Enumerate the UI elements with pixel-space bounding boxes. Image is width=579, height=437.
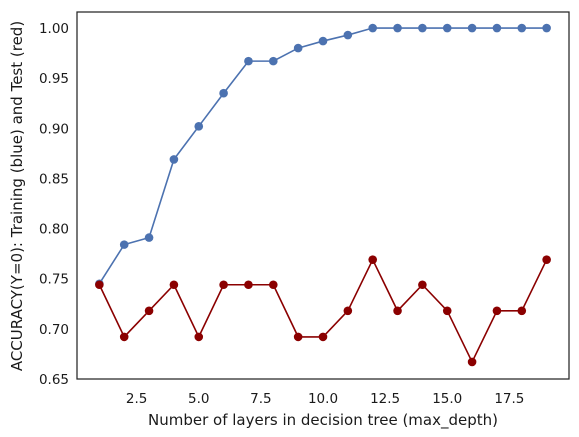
- data-point-1-14: [442, 306, 452, 316]
- data-point-0-3: [169, 155, 179, 164]
- data-point-1-0: [95, 280, 104, 290]
- x-tick-label: 10.0: [308, 391, 338, 407]
- data-point-0-14: [442, 23, 452, 33]
- data-point-0-13: [418, 23, 427, 33]
- series-line-1: [98, 257, 548, 364]
- y-tick-label: 0.65: [39, 372, 69, 388]
- data-point-1-7: [269, 280, 278, 290]
- data-point-0-18: [542, 23, 551, 33]
- data-point-0-1: [119, 240, 129, 249]
- x-tick-label: 2.5: [126, 391, 147, 407]
- data-point-1-16: [492, 306, 502, 316]
- data-point-1-6: [244, 280, 253, 290]
- plot-frame: [76, 11, 570, 380]
- data-point-0-2: [144, 233, 154, 242]
- data-point-0-5: [219, 88, 228, 98]
- series-layer: [95, 23, 551, 367]
- data-point-0-4: [194, 122, 204, 131]
- data-point-0-11: [368, 23, 378, 33]
- data-point-1-5: [219, 280, 228, 290]
- y-axis-label: ACCURACY(Y=0): Training (blue) and Test …: [8, 21, 26, 371]
- x-axis-label: Number of layers in decision tree (max_d…: [148, 411, 498, 430]
- data-point-0-6: [244, 56, 253, 66]
- data-point-1-12: [393, 306, 402, 316]
- data-point-0-17: [517, 23, 527, 33]
- data-point-1-13: [418, 280, 427, 290]
- y-tick-label: 0.75: [39, 272, 69, 288]
- y-tick-label: 0.95: [39, 71, 69, 87]
- data-point-0-16: [492, 23, 502, 33]
- y-tick-label: 0.90: [39, 121, 69, 137]
- x-tick-label: 12.5: [370, 391, 400, 407]
- data-point-1-1: [119, 332, 129, 342]
- y-tick-label: 0.80: [39, 222, 69, 238]
- data-point-1-18: [542, 255, 551, 264]
- data-point-0-15: [467, 23, 477, 33]
- data-point-1-17: [517, 306, 527, 316]
- data-point-1-15: [467, 357, 477, 367]
- series-line-0: [98, 27, 547, 285]
- x-tick-labels: 2.5 5.0 7.5 10.0 12.5 15.0 17.5: [126, 391, 524, 407]
- data-point-1-10: [343, 306, 353, 316]
- x-tick-label: 17.5: [494, 391, 524, 407]
- y-tick-labels: 0.65 0.70 0.75 0.80 0.85 0.90 0.95 1.00: [39, 21, 69, 388]
- data-point-1-2: [144, 306, 154, 316]
- data-point-0-9: [318, 36, 328, 46]
- x-tick-label: 5.0: [188, 391, 209, 407]
- data-point-1-8: [293, 332, 303, 342]
- x-tick-label: 7.5: [250, 391, 271, 407]
- y-tick-label: 0.85: [39, 171, 69, 187]
- y-tick-label: 0.70: [39, 322, 69, 338]
- data-point-0-7: [269, 56, 278, 66]
- data-point-1-9: [318, 332, 328, 342]
- data-point-1-3: [169, 280, 179, 290]
- y-tick-label: 1.00: [39, 21, 69, 37]
- data-point-0-10: [343, 30, 353, 40]
- data-point-1-11: [368, 255, 378, 264]
- x-tick-label: 15.0: [432, 391, 462, 407]
- data-point-0-8: [293, 43, 303, 53]
- data-point-0-12: [393, 23, 402, 33]
- data-point-1-4: [194, 332, 204, 342]
